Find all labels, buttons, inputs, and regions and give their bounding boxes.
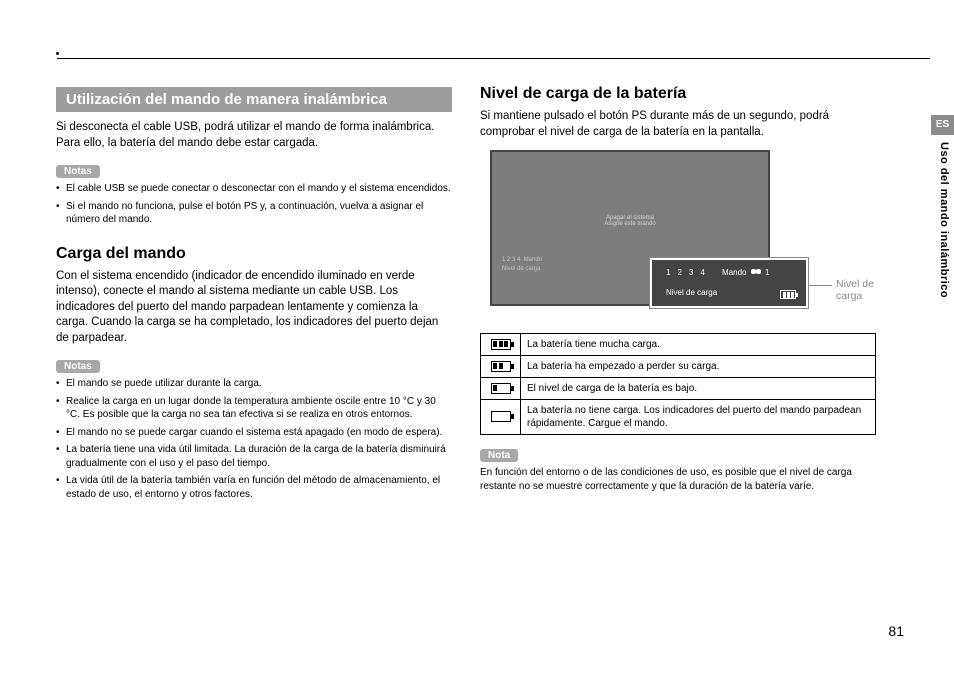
- side-section-label: Uso del mando inalámbrico: [938, 142, 950, 298]
- battery-desc: La batería tiene mucha carga.: [521, 334, 876, 356]
- left-column: Utilización del mando de manera inalámbr…: [56, 87, 452, 519]
- battery-icon-3: [481, 334, 521, 356]
- screen-center-text: Apagar el sistema Asigne este mando: [604, 215, 655, 227]
- callout-box: 1234 Mando 1 Nivel de carga: [650, 258, 808, 308]
- screen-level-label: Nivel de carga: [502, 265, 542, 274]
- table-row: El nivel de carga de la batería es bajo.: [481, 378, 876, 400]
- battery-desc: El nivel de carga de la batería es bajo.: [521, 378, 876, 400]
- corner-dot: [56, 52, 59, 55]
- page-content: Utilización del mando de manera inalámbr…: [56, 87, 876, 519]
- notes-list-2: El mando se puede utilizar durante la ca…: [56, 377, 452, 501]
- page-number: 81: [888, 623, 904, 639]
- heading-charge: Carga del mando: [56, 245, 452, 263]
- battery-desc: La batería ha empezado a perder su carga…: [521, 356, 876, 378]
- table-row: La batería ha empezado a perder su carga…: [481, 356, 876, 378]
- page-top-rule: [57, 58, 930, 59]
- note-badge: Nota: [480, 449, 518, 462]
- callout-level-label: Nivel de carga: [666, 288, 717, 297]
- note-item: El mando se puede utilizar durante la ca…: [56, 377, 452, 391]
- notes-badge: Notas: [56, 360, 100, 373]
- battery-desc: La batería no tiene carga. Los indicador…: [521, 400, 876, 435]
- notes-list-1: El cable USB se puede conectar o descone…: [56, 182, 452, 227]
- note-item: La vida útil de la batería también varía…: [56, 474, 452, 501]
- table-row: La batería tiene mucha carga.: [481, 334, 876, 356]
- note-item: Si el mando no funciona, pulse el botón …: [56, 200, 452, 227]
- wireless-intro: Si desconecta el cable USB, podrá utiliz…: [56, 120, 452, 151]
- screen-mando-label: Mando: [524, 257, 542, 263]
- battery-icon-0: [481, 400, 521, 435]
- note-item: La batería tiene una vida útil limitada.…: [56, 443, 452, 470]
- battery-level-table: La batería tiene mucha carga. La batería…: [480, 333, 876, 435]
- screen-bottom-labels: 1 2 3 4 Mando Nivel de carga: [502, 256, 542, 274]
- table-row: La batería no tiene carga. Los indicador…: [481, 400, 876, 435]
- callout-pointer-label: Nivel de carga: [836, 278, 876, 302]
- screen-center-line2: Asigne este mando: [604, 221, 655, 227]
- callout-row-1: 1234 Mando 1: [666, 268, 769, 277]
- charge-body: Con el sistema encendido (indicador de e…: [56, 269, 452, 347]
- callout-mando-number: 1: [765, 268, 769, 277]
- screen-diagram: Apagar el sistema Asigne este mando 1 2 …: [480, 150, 876, 315]
- notes-badge: Notas: [56, 165, 100, 178]
- callout-leader-line: [808, 285, 832, 286]
- note-item: El mando no se puede cargar cuando el si…: [56, 426, 452, 440]
- battery-level-body: Si mantiene pulsado el botón PS durante …: [480, 109, 876, 140]
- note-item: Realice la carga en un lugar donde la te…: [56, 395, 452, 422]
- battery-icon-2: [481, 356, 521, 378]
- battery-icon-1: [481, 378, 521, 400]
- right-column: Nivel de carga de la batería Si mantiene…: [480, 87, 876, 519]
- callout-battery-icon: [780, 286, 796, 304]
- section-title-bar: Utilización del mando de manera inalámbr…: [56, 87, 452, 112]
- language-tab: ES: [931, 115, 954, 135]
- heading-battery-level: Nivel de carga de la batería: [480, 85, 876, 103]
- controller-icon: [751, 268, 761, 275]
- callout-mando-label: Mando: [722, 268, 746, 277]
- callout-controller-numbers: 1234: [666, 268, 712, 277]
- battery-footnote: En función del entorno o de las condicio…: [480, 466, 876, 493]
- note-item: El cable USB se puede conectar o descone…: [56, 182, 452, 196]
